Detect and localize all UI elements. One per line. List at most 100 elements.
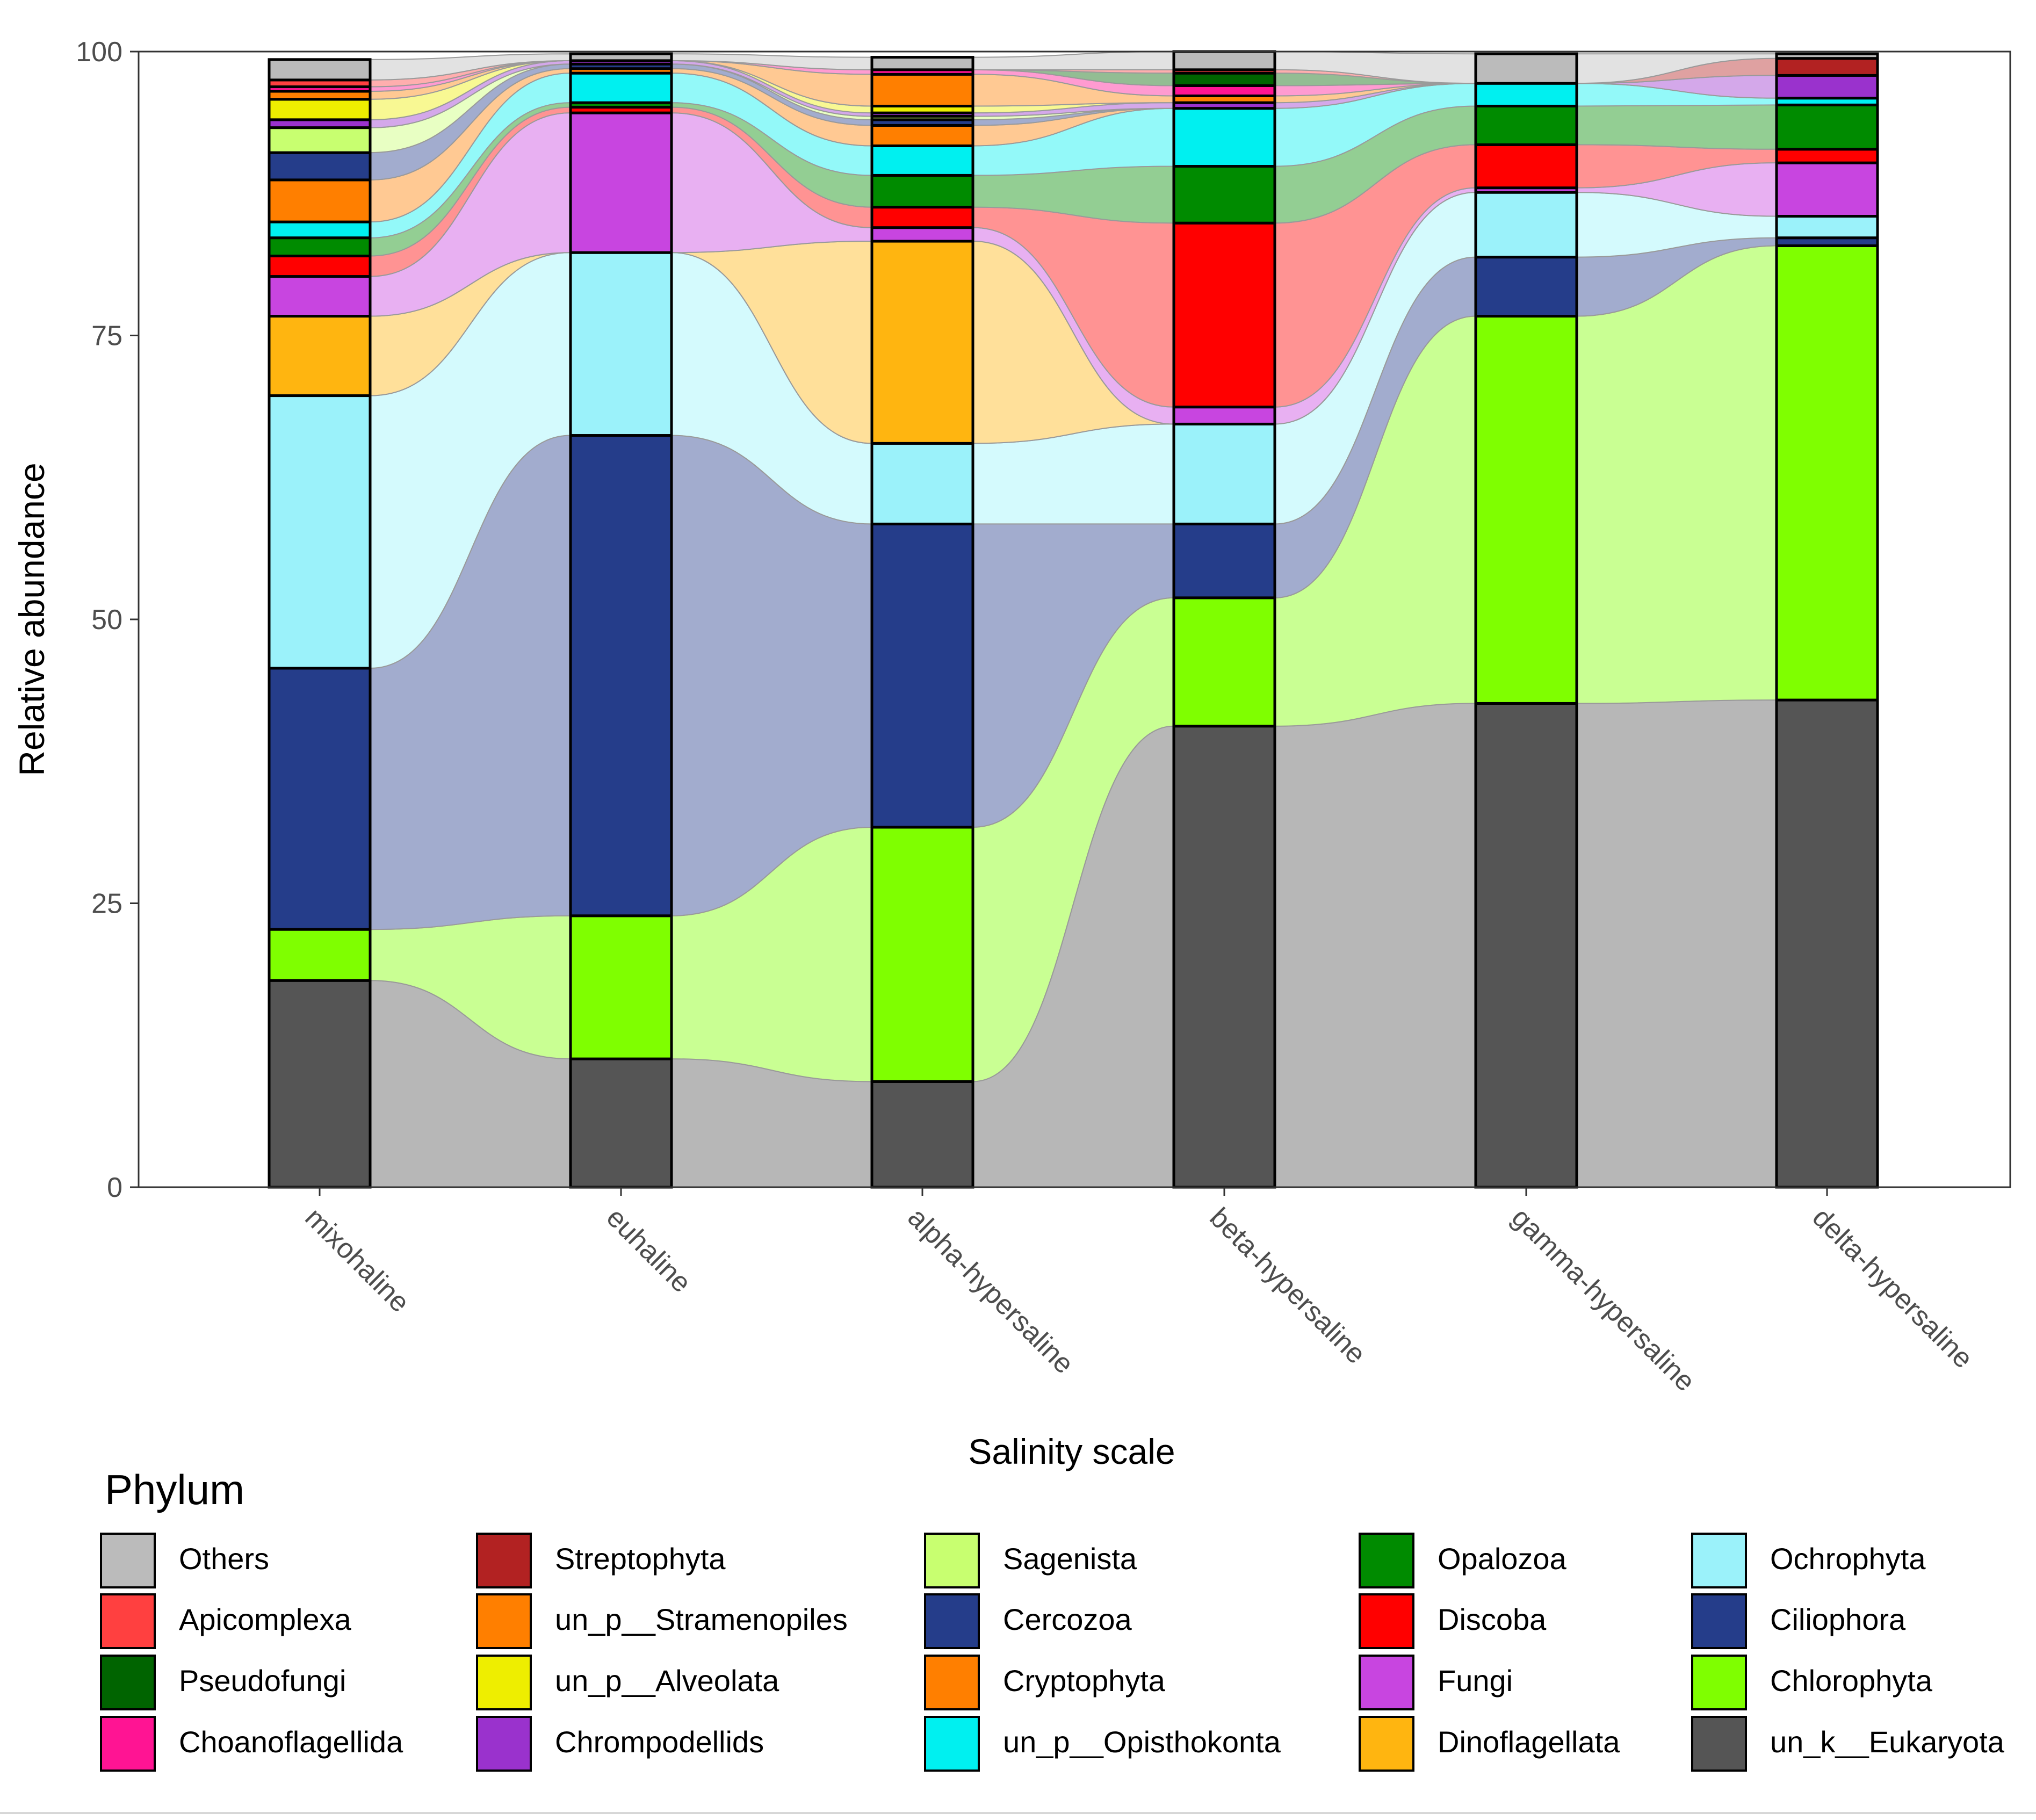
y-tick-label: 25 [91, 889, 122, 920]
bar-segment-others-euhaline [569, 52, 673, 62]
bar-segment-un-k-eukaryota-mixohaline [268, 979, 372, 1189]
legend-swatch [1359, 1716, 1414, 1772]
legend-swatch [476, 1593, 532, 1649]
bar-segment-discoba-alpha-hypersaline [870, 206, 974, 229]
bar-segment-chlorophyta-delta-hypersaline [1775, 244, 1879, 702]
legend-swatch [1691, 1593, 1747, 1649]
legend-item-sagenista: Sagenista [924, 1533, 1137, 1588]
legend-item-fungi: Fungi [1359, 1655, 1513, 1710]
legend-swatch [924, 1533, 980, 1588]
legend-item-dinoflagellata: Dinoflagellata [1359, 1716, 1620, 1772]
bar-segment-un-k-eukaryota-euhaline [569, 1057, 673, 1189]
legend-swatch [100, 1716, 156, 1772]
legend-item-ochrophyta: Ochrophyta [1691, 1533, 1926, 1588]
legend-label: Chrompodellids [555, 1725, 764, 1759]
legend-title: Phylum [105, 1466, 244, 1513]
y-tick-label: 100 [76, 37, 122, 68]
legend-swatch [1359, 1593, 1414, 1649]
legend-label: Ciliophora [1770, 1602, 1906, 1636]
bar-segment-dinoflagellata-alpha-hypersaline [870, 240, 974, 445]
legend-item-pseudofungi: Pseudofungi [100, 1655, 346, 1710]
legend-label: Ochrophyta [1770, 1542, 1926, 1576]
bar-segment-fungi-delta-hypersaline [1775, 161, 1879, 218]
flow-un-k-eukaryota-3 [1274, 703, 1476, 1188]
legend-swatch [1691, 1655, 1747, 1710]
bar-segment-chlorophyta-mixohaline [268, 928, 372, 982]
legend-label: un_k__Eukaryota [1770, 1725, 2005, 1759]
bar-segment-un-p-opisthokonta-gamma-hypersaline [1474, 82, 1578, 107]
bar-segment-opalozoa-gamma-hypersaline [1474, 104, 1578, 146]
legend-item-cercozoa: Cercozoa [924, 1593, 1132, 1649]
alluvial-flows [370, 50, 1777, 1188]
legend-label: Others [179, 1542, 269, 1576]
bar-segment-un-p-opisthokonta-mixohaline [268, 220, 372, 240]
bar-segment-un-k-eukaryota-alpha-hypersaline [870, 1080, 974, 1189]
bar-segment-sagenista-mixohaline [268, 126, 372, 154]
bar-segment-fungi-alpha-hypersaline [870, 226, 974, 243]
bar-segment-cercozoa-mixohaline [268, 151, 372, 182]
bar-segment-others-alpha-hypersaline [870, 56, 974, 71]
legend: Others Apicomplexa Pseudofungi Choanoflagel… [100, 1533, 2005, 1772]
bar-segment-others-delta-hypersaline [1775, 52, 1879, 60]
legend-label: Fungi [1438, 1664, 1513, 1698]
bar-segment-others-gamma-hypersaline [1474, 52, 1578, 85]
bar-segment-pseudofungi-beta-hypersaline [1172, 71, 1276, 87]
bar-segment-un-k-eukaryota-beta-hypersaline [1172, 725, 1276, 1189]
legend-swatch [476, 1716, 532, 1772]
legend-swatch [1691, 1533, 1747, 1588]
bar-segment-fungi-beta-hypersaline [1172, 406, 1276, 425]
bar-segment-others-mixohaline [268, 58, 372, 82]
legend-item-ciliophora: Ciliophora [1691, 1593, 1906, 1649]
bar-segment-fungi-mixohaline [268, 275, 372, 318]
bar-segment-cryptophyta-mixohaline [268, 178, 372, 223]
bar-segment-streptophyta-delta-hypersaline [1775, 57, 1879, 77]
y-tick-label: 75 [91, 321, 122, 352]
legend-swatch [924, 1655, 980, 1710]
bar-segment-discoba-beta-hypersaline [1172, 221, 1276, 409]
legend-item-streptophyta: Streptophyta [476, 1533, 726, 1588]
bar-segment-ochrophyta-beta-hypersaline [1172, 422, 1276, 525]
legend-label: Chlorophyta [1770, 1664, 1933, 1698]
bar-segment-opalozoa-alpha-hypersaline [870, 174, 974, 209]
legend-label: Cryptophyta [1003, 1664, 1166, 1698]
flow-chlorophyta-4 [1576, 245, 1777, 704]
legend-swatch [100, 1593, 156, 1649]
bar-segment-ochrophyta-mixohaline [268, 394, 372, 670]
legend-label: Pseudofungi [179, 1664, 346, 1698]
legend-label: Cercozoa [1003, 1602, 1132, 1636]
legend-label: Streptophyta [555, 1542, 726, 1576]
bar-segment-discoba-delta-hypersaline [1775, 148, 1879, 164]
bar-segment-un-k-eukaryota-gamma-hypersaline [1474, 702, 1578, 1189]
bar-segment-chrompodellids-delta-hypersaline [1775, 74, 1879, 100]
y-tick-label: 50 [91, 604, 122, 635]
bar-segment-ochrophyta-gamma-hypersaline [1474, 191, 1578, 259]
legend-label: un_p__Alveolata [555, 1664, 779, 1698]
legend-item-apicomplexa: Apicomplexa [100, 1593, 351, 1649]
legend-swatch [924, 1716, 980, 1772]
bar-segment-ciliophora-euhaline [569, 434, 673, 918]
x-axis-label: Salinity scale [968, 1432, 1175, 1471]
legend-swatch [1359, 1533, 1414, 1588]
legend-item-others: Others [100, 1533, 269, 1588]
legend-swatch [100, 1655, 156, 1710]
bar-segment-un-k-eukaryota-delta-hypersaline [1775, 698, 1879, 1189]
bar-segment-un-p-opisthokonta-beta-hypersaline [1172, 107, 1276, 168]
y-axis-label: Relative abundance [12, 463, 52, 776]
bar-segment-ciliophora-mixohaline [268, 667, 372, 931]
bar-segment-ochrophyta-delta-hypersaline [1775, 215, 1879, 240]
legend-item-chlorophyta: Chlorophyta [1691, 1655, 1933, 1710]
bar-segment-chlorophyta-euhaline [569, 914, 673, 1060]
bar-segment-chlorophyta-beta-hypersaline [1172, 596, 1276, 728]
legend-swatch [1691, 1716, 1747, 1772]
legend-label: Discoba [1438, 1602, 1547, 1636]
bar-segment-un-p-alveolata-mixohaline [268, 98, 372, 121]
legend-label: Opalozoa [1438, 1542, 1567, 1576]
y-tick-label: 0 [107, 1172, 122, 1203]
legend-swatch [476, 1533, 532, 1588]
bar-segment-opalozoa-beta-hypersaline [1172, 165, 1276, 225]
bar-segment-dinoflagellata-mixohaline [268, 315, 372, 398]
legend-item-choanoflagellida: Choanoflagellida [100, 1716, 403, 1772]
flow-un-k-eukaryota-4 [1576, 699, 1777, 1188]
legend-item-un-k-eukaryota: un_k__Eukaryota [1691, 1716, 2005, 1772]
